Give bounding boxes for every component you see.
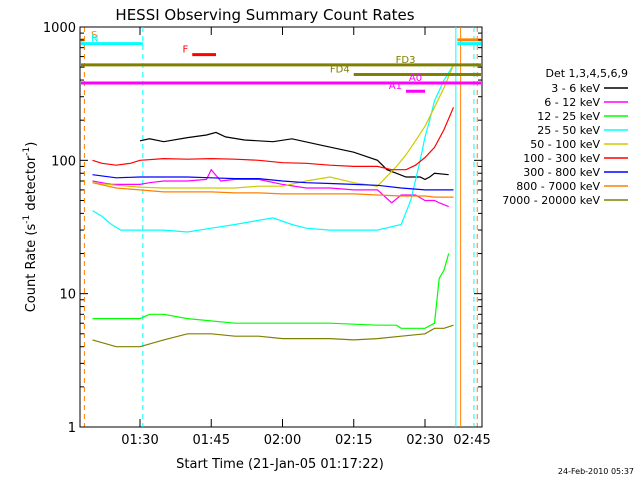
legend-label-3: 25 - 50 keV bbox=[537, 124, 600, 137]
series-line-2 bbox=[92, 253, 450, 329]
flag-label-5: A0 bbox=[409, 73, 422, 84]
flag-label-2: F bbox=[182, 45, 188, 56]
timestamp: 24-Feb-2010 05:37 bbox=[558, 467, 634, 476]
y-axis-label: Count Rate (s-1 detector-1) bbox=[22, 142, 39, 313]
legend-label-1: 6 - 12 keV bbox=[544, 96, 600, 109]
flag-label-3: FD3 bbox=[396, 55, 416, 66]
legend-label-4: 50 - 100 keV bbox=[530, 138, 600, 151]
plot-frame bbox=[79, 26, 483, 428]
markers-layer bbox=[83, 27, 478, 427]
flag-label-1: N bbox=[91, 34, 98, 45]
series-line-4 bbox=[92, 64, 455, 189]
x-axis-label: Start Time (21-Jan-05 01:17:22) bbox=[176, 457, 384, 472]
legend-label-7: 800 - 7000 keV bbox=[516, 180, 600, 193]
flag-label-4: FD4 bbox=[330, 65, 350, 76]
x-tick-label: 02:45 bbox=[453, 433, 490, 448]
x-tick-label: 01:30 bbox=[121, 433, 158, 448]
series-line-5 bbox=[92, 107, 455, 171]
y-tick-label: 10 bbox=[59, 288, 76, 303]
y-tick-label: 1000 bbox=[43, 21, 76, 36]
x-tick-label: 02:00 bbox=[264, 433, 301, 448]
legend-label-5: 100 - 300 keV bbox=[523, 152, 600, 165]
y-tick-label: 100 bbox=[51, 154, 76, 169]
flag-label-0: S bbox=[91, 30, 97, 41]
series-line-0 bbox=[139, 131, 449, 181]
series-line-6 bbox=[92, 174, 454, 191]
y-tick-label: 1 bbox=[68, 421, 76, 436]
series-line-8 bbox=[92, 324, 454, 348]
legend-label-6: 300 - 800 keV bbox=[523, 166, 600, 179]
legend-title: Det 1,3,4,5,6,9 bbox=[545, 67, 628, 80]
chart-title: HESSI Observing Summary Count Rates bbox=[115, 6, 414, 24]
legend-label-8: 7000 - 20000 keV bbox=[502, 194, 600, 207]
x-tick-label: 02:15 bbox=[335, 433, 372, 448]
series-line-7 bbox=[92, 182, 454, 198]
ticks-layer: 01:30 01:45 02:00 02:15 02:30 02:45 1 10 100 1000 bbox=[43, 21, 491, 448]
x-tick-label: 01:45 bbox=[193, 433, 230, 448]
series-layer bbox=[92, 64, 455, 348]
legend-label-0: 3 - 6 keV bbox=[551, 82, 600, 95]
legend-label-2: 12 - 25 keV bbox=[537, 110, 600, 123]
flags-layer: SN F FD3 FD4 A0 A1 bbox=[81, 30, 481, 93]
flag-label-6: A1 bbox=[389, 81, 402, 92]
series-line-1 bbox=[92, 168, 449, 208]
x-tick-label: 02:30 bbox=[406, 433, 443, 448]
series-line-3 bbox=[92, 64, 455, 233]
